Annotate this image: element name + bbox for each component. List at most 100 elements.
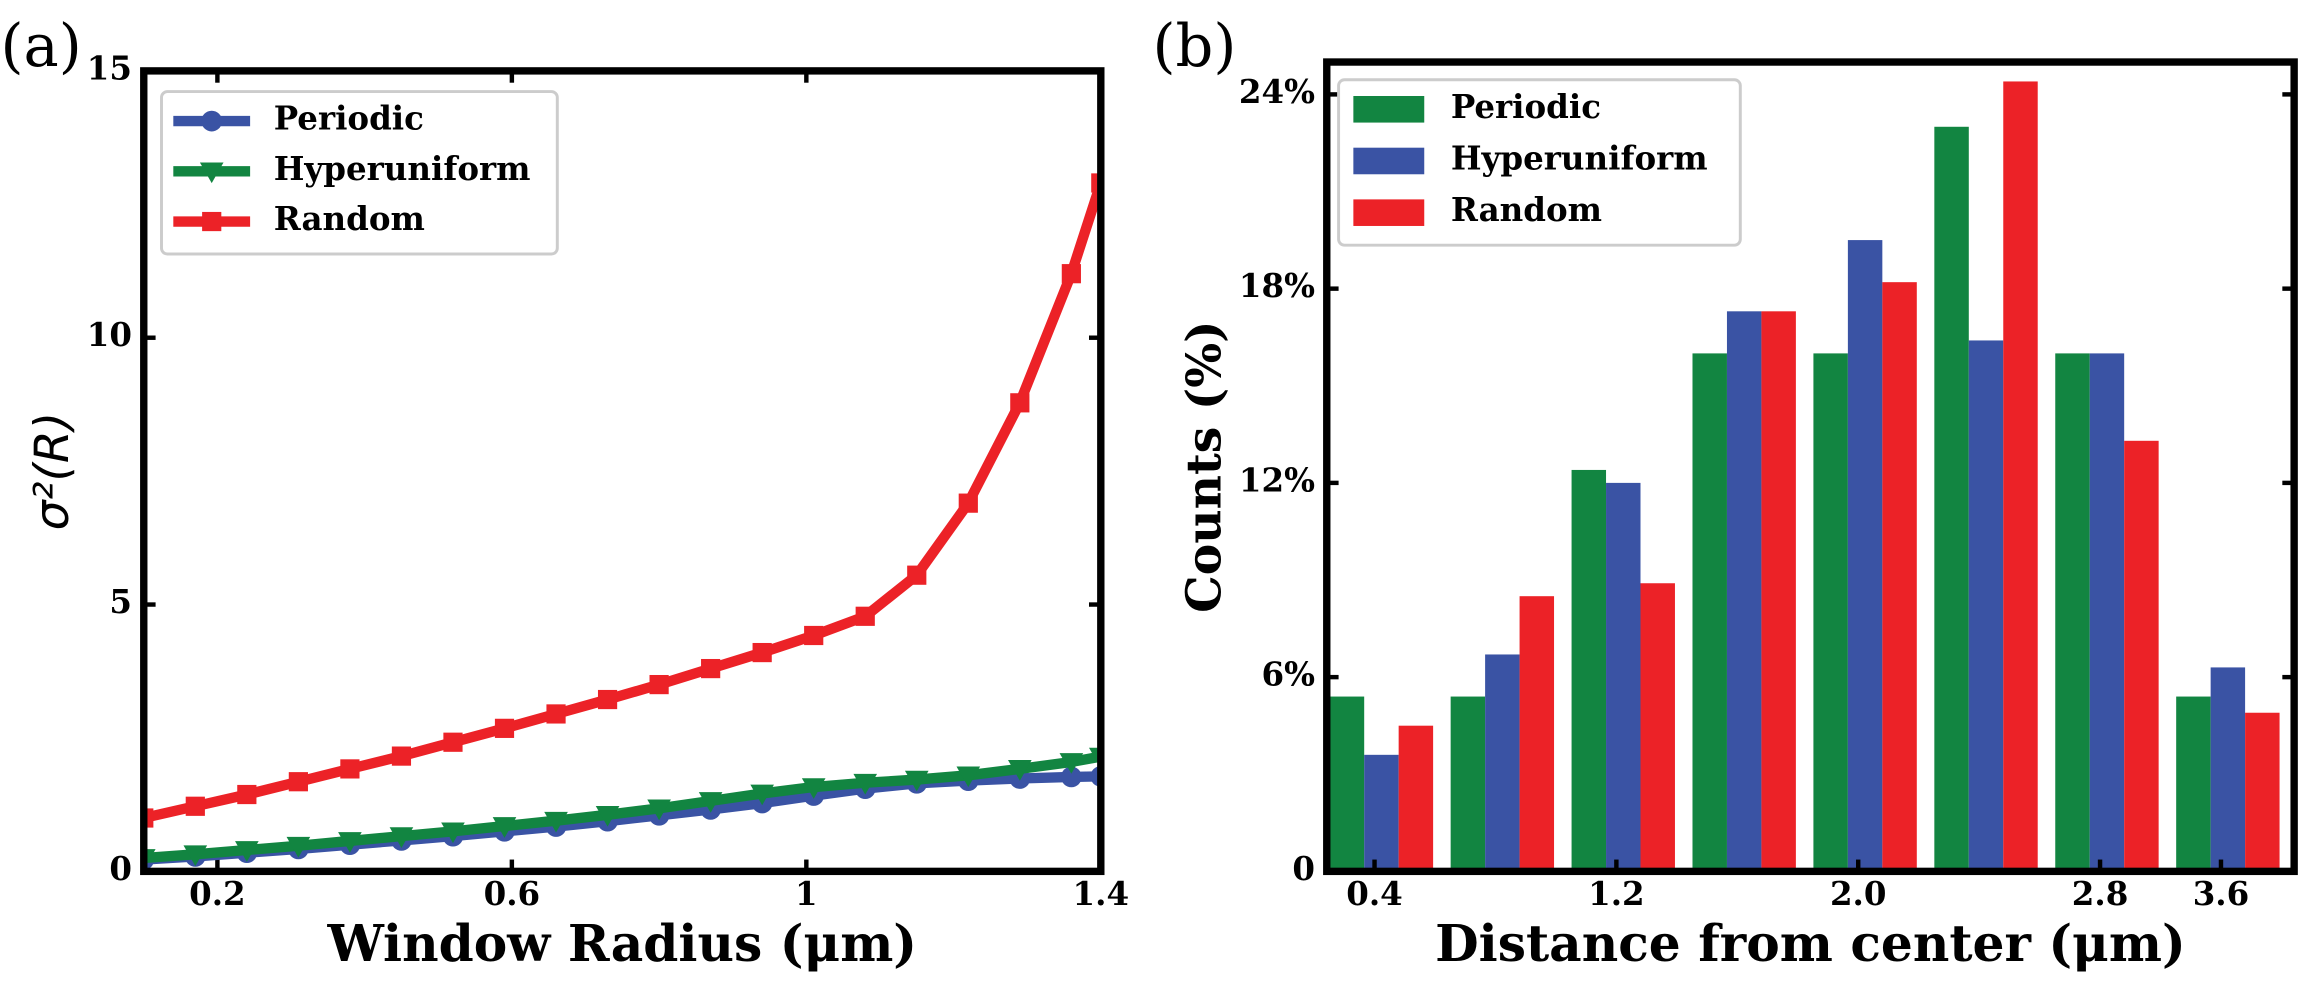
panel-label: (a): [1, 11, 82, 80]
bar: [1726, 311, 1762, 872]
marker: [804, 625, 824, 646]
panel-label: (b): [1153, 11, 1237, 80]
legend-label: Hyperuniform: [1451, 138, 1708, 177]
plot-area: [143, 173, 1101, 870]
marker: [801, 778, 826, 799]
legend-swatch: [1353, 147, 1425, 175]
bar: [1968, 340, 2004, 872]
marker: [1061, 264, 1081, 284]
bar: [2124, 440, 2159, 872]
marker: [494, 718, 515, 738]
series-line: [143, 181, 1101, 824]
bar: [1571, 469, 1607, 872]
bar: [1640, 583, 1675, 872]
bar: [1813, 353, 1848, 872]
series-line: [143, 751, 1101, 864]
marker: [597, 689, 618, 710]
x-tick-label: 1.2: [1588, 874, 1645, 913]
legend-label: Periodic: [274, 99, 424, 138]
legend-swatch: [1353, 95, 1425, 123]
marker: [389, 827, 414, 848]
marker: [185, 796, 205, 816]
legend-marker: [199, 162, 224, 184]
bar: [2245, 712, 2280, 872]
y-tick-label: 24%: [1239, 72, 1315, 111]
bar: [1692, 353, 1727, 872]
marker: [183, 845, 208, 867]
y-tick-label: 0: [1292, 849, 1315, 888]
x-tick-label: 0.4: [1346, 874, 1403, 913]
marker: [1010, 393, 1030, 413]
marker: [237, 784, 257, 805]
axes-frame: [1323, 58, 2298, 876]
x-tick-label: 1.4: [1073, 874, 1130, 913]
y-tick-label: 0: [109, 849, 132, 888]
marker: [443, 732, 463, 752]
marker: [595, 805, 620, 827]
x-tick-label: 1: [795, 874, 818, 913]
legend-box: [160, 90, 559, 256]
marker: [701, 658, 721, 679]
bar: [1847, 240, 1883, 872]
marker: [904, 770, 929, 792]
y-tick-label: 6%: [1261, 655, 1315, 694]
x-tick-label: 3.6: [2193, 874, 2250, 913]
bar: [2176, 696, 2211, 872]
y-tick-label: 5: [109, 582, 132, 621]
bar: [1882, 282, 1917, 872]
marker: [698, 792, 723, 813]
legend-label: Random: [274, 199, 425, 238]
marker: [853, 773, 878, 795]
marker: [1059, 753, 1084, 774]
x-axis-label: Window Radius (μm): [327, 914, 918, 973]
legend-label: Periodic: [1451, 87, 1601, 126]
marker: [338, 832, 362, 853]
marker: [647, 799, 671, 821]
marker: [286, 836, 311, 858]
marker: [752, 642, 772, 663]
y-tick-label: 10: [87, 315, 132, 354]
bar: [1398, 725, 1434, 872]
x-tick-label: 2.8: [2072, 874, 2129, 913]
marker: [1008, 760, 1032, 781]
marker: [544, 811, 568, 833]
axes-frame: [140, 67, 1105, 876]
marker: [492, 817, 517, 838]
legend-box: [1337, 78, 1742, 247]
marker: [907, 565, 927, 585]
marker: [649, 674, 669, 695]
marker: [441, 822, 465, 844]
bar: [1934, 126, 1969, 872]
bar: [1364, 754, 1399, 872]
y-tick-label: 18%: [1239, 266, 1315, 305]
legend-marker: [201, 110, 223, 132]
bar: [1519, 596, 1555, 872]
y-tick-label: 15: [87, 48, 132, 87]
bar: [2089, 353, 2125, 872]
marker: [1061, 766, 1082, 788]
marker: [855, 606, 875, 626]
x-tick-label: 0.2: [189, 874, 246, 913]
y-axis-label: σ²(R): [25, 412, 80, 531]
x-tick-label: 0.6: [484, 874, 541, 913]
legend-swatch: [1353, 199, 1425, 226]
marker: [391, 746, 412, 766]
bar: [1450, 696, 1486, 872]
legend-label: Random: [1451, 190, 1602, 229]
legend-label: Hyperuniform: [274, 149, 531, 188]
marker: [750, 784, 774, 806]
marker: [546, 704, 566, 724]
marker: [288, 772, 308, 792]
bar: [1329, 696, 1365, 872]
marker: [143, 808, 154, 828]
x-axis-label: Distance from center (μm): [1435, 914, 2186, 973]
marker: [958, 493, 978, 513]
bar: [1606, 482, 1641, 872]
bar: [2003, 81, 2038, 872]
y-axis-label: Counts (%): [1178, 321, 1233, 613]
marker: [1091, 173, 1101, 193]
marker: [340, 759, 360, 779]
legend-marker: [202, 211, 222, 232]
